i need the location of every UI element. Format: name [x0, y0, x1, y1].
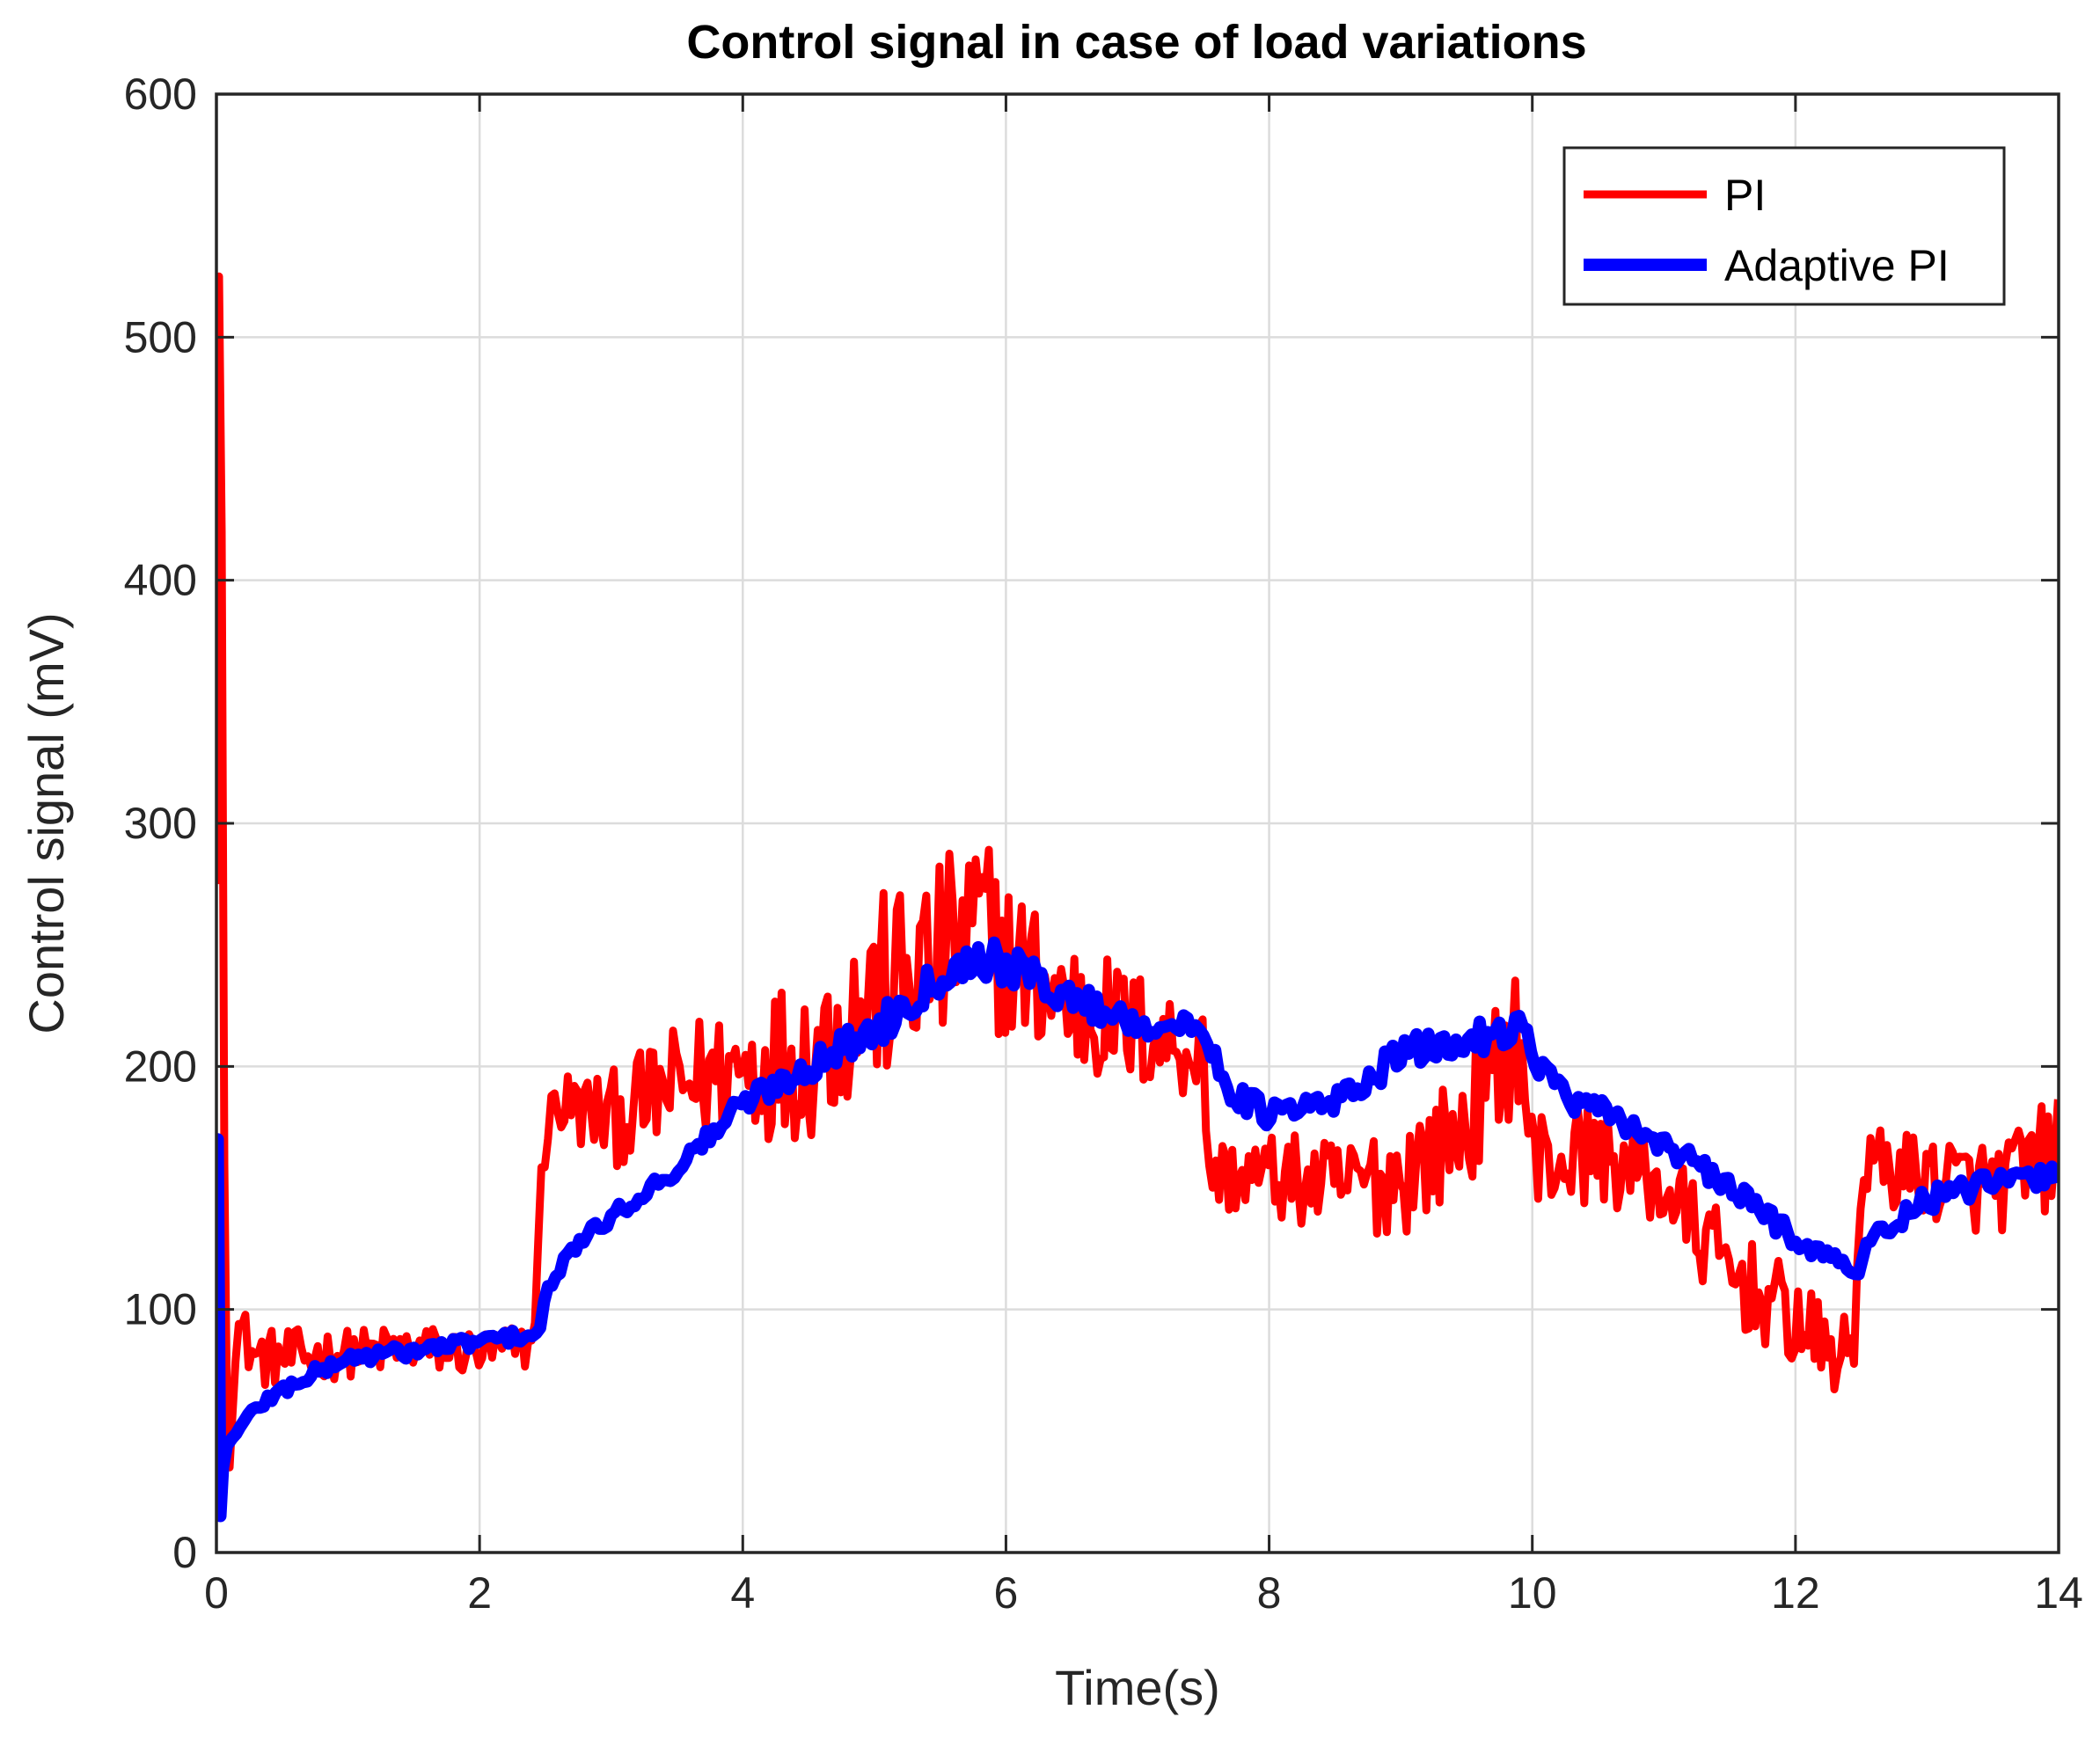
y-tick-label: 600 [124, 69, 197, 119]
y-tick-label: 300 [124, 799, 197, 848]
y-axis-ticks: 0 100 200 300 400 500 600 [124, 69, 2059, 1577]
y-tick-label: 500 [124, 312, 197, 362]
x-tick-label: 0 [204, 1568, 229, 1618]
x-tick-label: 8 [1257, 1568, 1282, 1618]
x-tick-label: 6 [994, 1568, 1019, 1618]
series-line-pi [216, 272, 2059, 1472]
x-tick-label: 14 [2034, 1568, 2083, 1618]
x-tick-label: 10 [1508, 1568, 1557, 1618]
y-tick-label: 200 [124, 1041, 197, 1091]
y-tick-label: 100 [124, 1285, 197, 1334]
x-tick-label: 2 [467, 1568, 492, 1618]
x-tick-label: 12 [1771, 1568, 1820, 1618]
x-axis-label: Time(s) [1055, 1660, 1220, 1715]
series-line-adaptive-pi [216, 936, 2059, 1523]
y-tick-label: 0 [172, 1528, 197, 1577]
y-tick-label: 400 [124, 556, 197, 605]
legend-box [1562, 146, 2006, 306]
x-axis-ticks: 0 2 4 6 8 10 12 14 [204, 94, 2083, 1618]
x-tick-label: 4 [730, 1568, 755, 1618]
legend-label-adaptive-pi: Adaptive PI [1724, 241, 1950, 290]
grid-lines [216, 94, 2059, 1553]
legend: PI Adaptive PI [1562, 146, 2006, 306]
legend-label-pi: PI [1724, 171, 1766, 220]
plot-area [216, 272, 2059, 1523]
chart-title: Control signal in case of load variation… [686, 16, 1586, 69]
y-axis-label: Control signal (mV) [18, 612, 74, 1034]
